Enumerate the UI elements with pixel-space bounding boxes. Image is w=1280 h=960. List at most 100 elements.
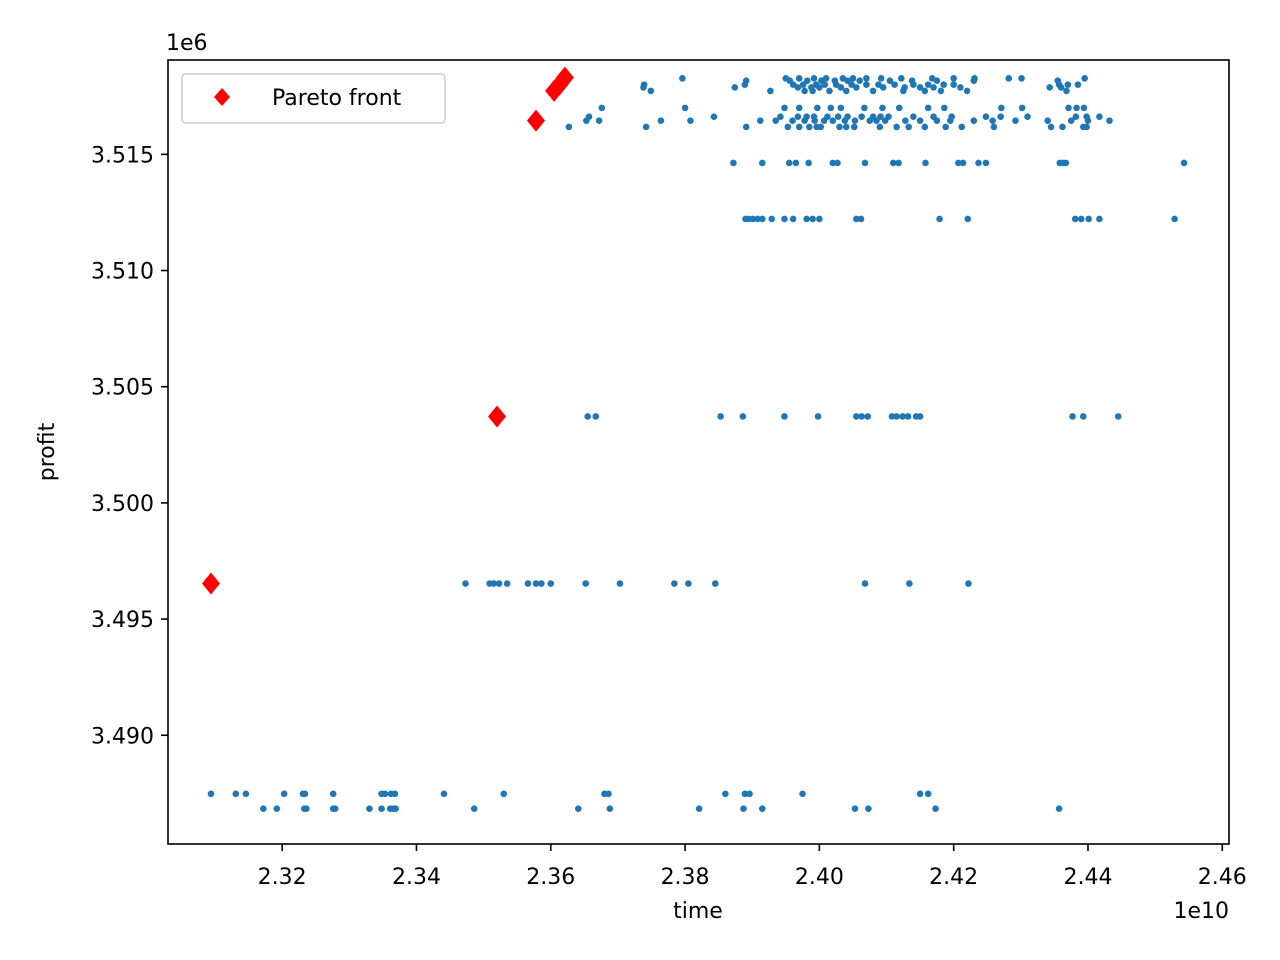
data-layer [201,66,1188,812]
data-point [853,215,860,223]
x-tick-label: 2.40 [795,865,844,890]
data-point [695,805,703,812]
data-point [1071,215,1079,223]
data-point [470,805,478,812]
data-point [1096,113,1103,120]
data-point [857,215,865,223]
data-point [863,75,870,82]
data-point [905,123,912,131]
data-point [605,790,612,798]
data-point [816,215,823,223]
data-point [955,159,962,167]
data-point [902,117,909,124]
data-point [1067,117,1075,124]
data-point [888,413,896,420]
data-point [850,123,858,131]
data-point [895,104,903,112]
data-point [547,580,555,587]
tick-layer: 2.32 2.34 2.36 2.38 2.40 2.42 2.44 2.46 3.490 3.4… [91,143,1247,890]
data-point [1074,81,1082,88]
data-point [805,159,812,167]
data-point [965,580,972,587]
data-point [904,413,912,420]
data-point [301,790,309,798]
data-point [817,123,825,131]
data-point [899,413,906,420]
data-point [982,113,990,120]
data-point [957,84,964,91]
data-point [640,81,648,88]
data-point [936,215,943,223]
data-point [924,81,932,88]
data-point [916,117,924,124]
data-point [657,117,665,124]
data-point [1055,805,1063,812]
y-tick-label: 3.515 [91,143,154,168]
data-point [910,113,917,120]
x-axis-label: time [673,899,723,924]
data-point [937,87,945,95]
data-point [864,413,872,420]
x-tick-label: 2.36 [526,865,575,890]
data-point [809,215,816,223]
data-point [982,159,990,167]
pareto-point [201,572,220,595]
x-tick-label: 2.44 [1063,865,1112,890]
data-point [803,77,811,84]
data-point [785,159,793,167]
data-point [930,113,937,120]
data-point [865,805,872,812]
data-point [964,215,972,223]
data-point [959,159,967,167]
data-point [685,580,692,587]
data-point [869,87,877,95]
data-point [997,113,1004,120]
data-point [366,805,373,812]
data-point [1063,87,1070,95]
data-point [834,159,841,167]
data-point [1062,159,1070,167]
data-point [746,790,753,798]
data-point [970,117,978,124]
data-point [772,117,780,124]
data-point [869,113,877,120]
data-point [837,104,845,112]
data-point [500,790,508,798]
data-point [989,117,996,124]
data-point [794,113,802,120]
data-point [1171,215,1178,223]
data-point [908,77,916,84]
data-point [503,580,511,587]
data-point [861,159,869,167]
data-point [963,87,971,95]
data-point [1024,113,1031,120]
data-point [687,117,694,124]
data-point [303,805,310,812]
data-point [824,113,831,120]
data-point [891,81,898,88]
data-point [280,790,288,798]
y-tick-label: 3.510 [91,260,154,285]
data-point [893,413,900,420]
plot-area [168,60,1229,844]
data-point [681,104,689,112]
data-point [1085,215,1092,223]
data-point [950,81,957,88]
data-point [948,113,955,120]
data-point [971,75,978,82]
data-point [803,113,810,120]
data-point [958,123,966,131]
data-point [858,413,865,420]
data-point [795,104,803,112]
data-point [924,104,932,112]
data-point [584,413,591,420]
data-point [381,790,389,798]
data-point [742,123,750,131]
data-point [606,805,614,812]
data-point [642,123,650,131]
data-point [1018,104,1026,112]
data-point [877,113,884,120]
data-point [801,87,808,95]
data-point [858,113,865,120]
